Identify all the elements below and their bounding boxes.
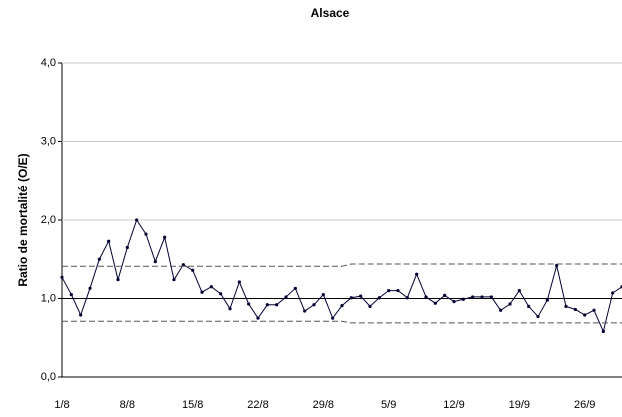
data-point — [592, 308, 596, 312]
data-point — [312, 303, 316, 307]
data-point — [433, 301, 437, 305]
data-point — [284, 295, 288, 299]
data-point — [200, 290, 204, 294]
data-point — [387, 289, 391, 293]
data-point — [153, 260, 157, 264]
y-tick-label: 2,0 — [41, 214, 56, 226]
data-point — [480, 295, 484, 299]
data-point — [340, 303, 344, 308]
data-point — [424, 295, 428, 299]
data-point — [508, 302, 512, 306]
data-point — [209, 285, 213, 289]
data-point — [517, 289, 521, 293]
data-point — [415, 272, 419, 276]
y-tick-label: 1,0 — [41, 292, 56, 304]
data-point — [60, 275, 64, 279]
data-point — [611, 291, 615, 295]
data-point — [555, 263, 559, 268]
x-tick-label: 29/8 — [313, 399, 334, 411]
data-point — [303, 309, 307, 313]
data-point — [527, 304, 531, 308]
data-point — [69, 292, 73, 297]
data-point — [191, 268, 195, 272]
x-tick-label: 12/9 — [443, 399, 464, 411]
x-tick-label: 26/9 — [574, 399, 595, 411]
data-point — [135, 218, 139, 222]
y-tick-label: 4,0 — [41, 57, 56, 69]
x-tick-label: 19/9 — [509, 399, 530, 411]
x-tick-label: 15/8 — [182, 399, 203, 411]
data-point — [331, 316, 335, 320]
data-point — [573, 307, 577, 312]
series-line — [62, 263, 622, 267]
data-point — [471, 295, 475, 299]
data-point — [247, 302, 251, 306]
data-point — [396, 289, 400, 293]
data-point — [583, 313, 587, 317]
data-point — [321, 292, 325, 297]
data-point — [144, 232, 148, 236]
data-point — [545, 298, 549, 302]
data-point — [536, 314, 540, 319]
data-point — [172, 278, 176, 282]
data-point — [499, 308, 503, 312]
x-tick-label: 8/8 — [120, 399, 135, 411]
series-line — [62, 320, 622, 324]
data-point — [116, 278, 120, 282]
data-point — [489, 295, 493, 299]
data-point — [265, 303, 269, 307]
x-tick-label: 22/8 — [247, 399, 268, 411]
data-point — [256, 316, 260, 320]
data-point — [219, 292, 223, 296]
data-point — [443, 293, 447, 297]
x-tick-label: 5/9 — [381, 399, 396, 411]
data-point — [97, 257, 101, 261]
data-point — [88, 286, 92, 290]
data-point — [601, 329, 605, 334]
data-point — [377, 296, 381, 300]
y-tick-label: 3,0 — [41, 135, 56, 147]
data-point — [349, 296, 353, 300]
series-line — [61, 218, 622, 334]
data-point — [107, 239, 111, 243]
data-point — [181, 263, 185, 267]
data-point — [163, 235, 167, 239]
chart-title: Alsace — [311, 6, 350, 20]
data-point — [228, 307, 232, 311]
y-axis-title: Ratio de mortalité (O/E) — [16, 153, 30, 286]
data-point — [368, 304, 372, 308]
data-point — [275, 303, 279, 307]
data-point — [237, 280, 241, 284]
data-point — [79, 313, 83, 317]
data-point — [293, 286, 297, 290]
x-tick-label: 1/8 — [54, 399, 69, 411]
data-point — [125, 245, 129, 250]
data-point — [461, 297, 465, 301]
data-point — [359, 294, 363, 298]
y-tick-label: 0,0 — [41, 371, 56, 383]
data-point — [405, 296, 409, 300]
data-point — [452, 300, 456, 304]
data-point — [564, 304, 568, 308]
